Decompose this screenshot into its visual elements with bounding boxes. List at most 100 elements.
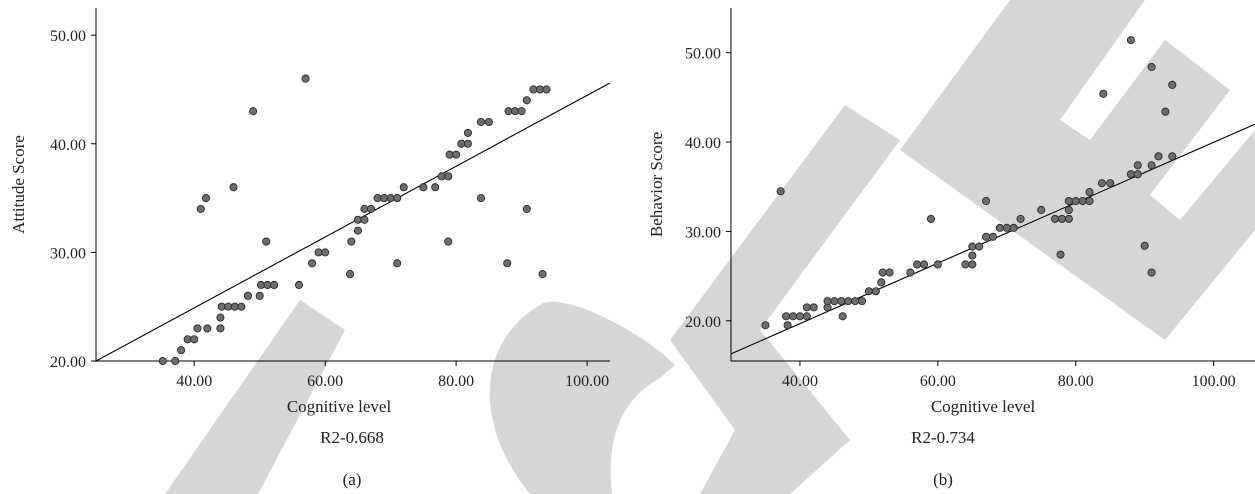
scatter-point xyxy=(1140,241,1149,250)
scatter-point xyxy=(216,313,225,322)
scatter-point xyxy=(270,280,279,290)
scatter-point xyxy=(851,297,860,306)
r-squared-label: R2-0.668 xyxy=(320,428,384,447)
scatter-point xyxy=(1126,170,1135,179)
y-tick-label: 30.00 xyxy=(50,245,86,262)
scatter-point xyxy=(476,194,486,203)
scatter-point xyxy=(503,259,512,268)
scatter-point xyxy=(463,139,472,148)
y-axis-title: Behavior Score xyxy=(647,132,666,237)
scatter-point xyxy=(1147,161,1156,170)
scatter-point xyxy=(795,312,804,321)
scatter-point xyxy=(1056,250,1065,259)
scatter-point xyxy=(830,297,839,306)
scatter-point xyxy=(1154,152,1163,161)
scatter-point xyxy=(1078,196,1087,206)
scatter-point xyxy=(1168,80,1177,89)
scatter-point xyxy=(776,187,785,196)
scatter-point xyxy=(837,297,846,306)
scatter-point xyxy=(452,150,461,159)
scatter-point xyxy=(761,321,770,330)
scatter-point xyxy=(158,356,167,366)
scatter-point xyxy=(809,303,818,312)
scatter-point xyxy=(1064,205,1073,215)
scatter-point xyxy=(1168,152,1177,161)
scatter-point xyxy=(308,259,317,268)
scatter-point xyxy=(982,196,991,206)
scatter-point xyxy=(1147,268,1156,277)
x-tick-label: 80.00 xyxy=(438,373,474,390)
scatter-point xyxy=(1064,196,1073,206)
scatter-point xyxy=(975,242,984,251)
scatter-point xyxy=(913,260,922,269)
scatter-point xyxy=(802,312,811,321)
scatter-point xyxy=(243,291,252,300)
watermark-letter-t xyxy=(670,105,900,494)
scatter-point xyxy=(216,324,225,333)
scatter-point xyxy=(237,302,246,311)
y-tick-label: 20.00 xyxy=(685,314,721,331)
y-tick-label: 50.00 xyxy=(50,28,86,45)
scatter-point xyxy=(366,204,376,213)
scatter-point xyxy=(1161,107,1170,116)
panel-label: (a) xyxy=(343,470,362,489)
scatter-point xyxy=(393,194,402,203)
scatter-point xyxy=(823,297,832,306)
y-tick-label: 50.00 xyxy=(685,46,721,63)
scatter-point xyxy=(193,324,202,333)
scatter-point xyxy=(838,312,847,321)
scatter-point xyxy=(1085,196,1094,206)
y-tick-label: 20.00 xyxy=(50,354,86,371)
scatter-point xyxy=(177,346,186,355)
scatter-point xyxy=(1133,170,1142,179)
retracted-watermark xyxy=(165,0,1255,494)
x-tick-label: 80.00 xyxy=(1058,373,1094,390)
scatter-point xyxy=(968,242,977,251)
scatter-point xyxy=(1009,223,1018,232)
scatter-point xyxy=(885,268,894,277)
x-tick-label: 60.00 xyxy=(920,373,956,390)
scatter-point xyxy=(347,237,356,246)
x-tick-label: 40.00 xyxy=(782,373,818,390)
scatter-point xyxy=(1002,223,1011,232)
scatter-point xyxy=(920,260,929,269)
scatter-point xyxy=(229,183,238,192)
scatter-point xyxy=(1126,36,1135,45)
scatter-point xyxy=(857,297,867,306)
watermark-letter-c xyxy=(489,301,675,494)
scatter-point xyxy=(878,268,887,277)
scatter-point xyxy=(961,260,970,269)
scatter-point xyxy=(1085,188,1094,197)
watermark-letter-e xyxy=(900,0,1255,340)
scatter-point xyxy=(968,260,977,269)
scatter-point xyxy=(399,183,408,192)
scatter-point xyxy=(1133,161,1142,170)
scatter-point xyxy=(968,251,977,260)
scatter-point xyxy=(877,278,886,287)
y-tick-label: 40.00 xyxy=(50,137,86,154)
scatter-point xyxy=(1016,214,1025,223)
scatter-point xyxy=(255,291,264,300)
scatter-point xyxy=(431,183,440,192)
r-squared-label: R2-0.734 xyxy=(911,428,975,447)
x-axis-title: Cognitive level xyxy=(931,397,1036,416)
scatter-point xyxy=(1106,179,1115,188)
scatter-point xyxy=(1147,62,1156,72)
scatter-point xyxy=(783,321,792,330)
scatter-point xyxy=(542,85,551,94)
scatter-point xyxy=(1071,196,1080,206)
scatter-point xyxy=(871,287,880,296)
watermark-stroke-1 xyxy=(165,300,345,494)
scatter-point xyxy=(538,270,547,279)
scatter-point xyxy=(346,270,355,279)
scatter-point xyxy=(262,237,271,246)
scatter-point xyxy=(906,268,915,277)
scatter-point xyxy=(522,204,531,213)
y-axis-title: Attitude Score xyxy=(9,135,28,234)
x-tick-label: 100.00 xyxy=(1192,373,1236,390)
scatter-point xyxy=(864,287,873,296)
scatter-point xyxy=(1057,214,1066,223)
x-axis-title: Cognitive level xyxy=(287,397,392,416)
x-tick-label: 60.00 xyxy=(307,373,343,390)
